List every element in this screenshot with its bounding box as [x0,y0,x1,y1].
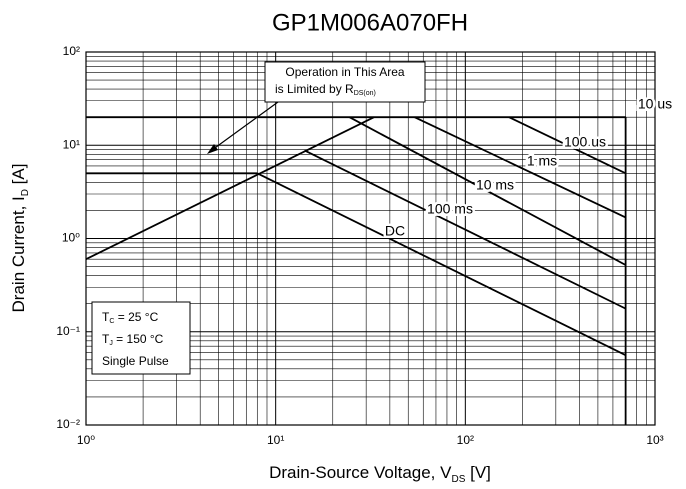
annotation-arrow [211,101,279,151]
y-tick-label: 10⁰ [62,231,80,245]
plot-area: 10⁰ 10¹ 10² 10³ 10⁻² 10⁻¹ 10⁰ 10¹ 10² [56,44,663,447]
condition: TC = 25 °C [102,310,159,325]
series-label: DC [385,223,405,239]
series-line [508,116,627,175]
annotation-text: Operation in This Area [285,65,405,79]
x-tick-label: 10⁰ [77,433,95,447]
annotation-text: is Limited by RDS(on) [275,82,376,97]
series-label: 1 ms [527,153,557,169]
series-label: 100 ms [427,201,473,217]
x-tick-label: 10¹ [267,433,284,447]
condition: Single Pulse [102,354,169,368]
x-axis-label: Drain-Source Voltage, VDS [V] [269,463,491,484]
x-tick-label: 10³ [646,433,663,447]
condition: TJ = 150 °C [102,332,164,347]
series-label: 100 us [564,134,606,150]
series-line [349,116,627,266]
annotation-box [264,61,426,103]
y-axis-label: Drain Current, ID [A] [9,164,30,313]
series-line [256,172,627,357]
y-tick-label: 10⁻¹ [56,324,80,338]
series-label: 10 us [638,96,672,112]
x-tick-label: 10² [457,433,474,447]
series-line [414,116,627,219]
plot-frame [85,51,656,426]
series-line [85,116,375,260]
overlay: Operation in This Area is Limited by RDS… [91,61,675,375]
chart-title: GP1M006A070FH [272,9,468,36]
arrow-head [207,144,218,154]
y-tick-label: 10⁻² [56,417,80,431]
conditions-box [91,301,191,375]
y-tick-label: 10¹ [63,137,80,151]
series-label: 10 ms [476,177,514,193]
series-line [304,149,627,310]
y-tick-label: 10² [63,44,80,58]
